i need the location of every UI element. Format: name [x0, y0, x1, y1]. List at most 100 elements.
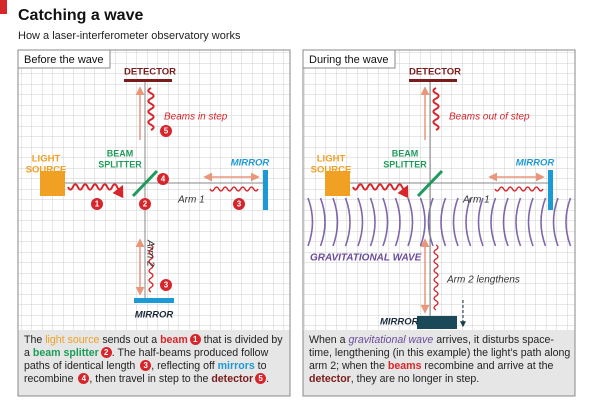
gravitational-wave-arc — [319, 197, 326, 247]
brand-tag — [0, 0, 7, 14]
gravitational-wave-arc — [357, 197, 364, 247]
gravitational-wave-arc — [382, 197, 389, 247]
caption-text: , reflecting off — [151, 360, 218, 372]
panel-label: Before the wave — [24, 54, 104, 66]
caption-text: . — [266, 373, 270, 385]
mirror-bottom-label: MIRROR — [135, 310, 174, 321]
caption-bg — [303, 330, 575, 396]
light-source — [40, 171, 65, 196]
caption-text: gravitational wave — [348, 334, 434, 346]
title: Catching a wave — [18, 7, 143, 24]
beam — [433, 244, 439, 311]
gravitational-wave-arc — [427, 197, 434, 247]
light-source-label: SOURCE — [311, 165, 352, 176]
badge-number: 1 — [95, 200, 100, 209]
mirror-bottom — [134, 298, 174, 303]
beam — [209, 186, 259, 192]
beam-splitter-label: SPLITTER — [383, 159, 427, 169]
gravitational-wave-arc — [407, 197, 414, 247]
beam-splitter-label: BEAM — [107, 148, 134, 158]
caption-badge: 2 — [100, 347, 112, 358]
mirror-bottom — [417, 316, 457, 329]
gravitational-wave-arc — [515, 197, 522, 247]
mirror-right-label: MIRROR — [516, 158, 555, 169]
badge — [160, 125, 172, 137]
label-box — [17, 49, 111, 69]
caption-text: that is divided by a — [24, 334, 283, 359]
caption: When a gravitational wave arrives, it di… — [309, 334, 571, 394]
caption-badge: 1 — [189, 334, 201, 345]
badge-number: 4 — [161, 175, 166, 184]
panel-label: During the wave — [309, 54, 389, 66]
beam — [67, 183, 124, 199]
arm1-label: Arm 1 — [177, 195, 205, 206]
arm2-label: Arm 2 lengthens — [446, 275, 520, 286]
subtitle: How a laser-interferometer observatory w… — [18, 30, 241, 42]
gravitational-wave-arc — [332, 197, 339, 247]
badge-number: 2 — [143, 200, 148, 209]
gravitational-wave-arc — [502, 197, 509, 247]
beam — [148, 244, 154, 293]
beam-splitter-label: SPLITTER — [98, 159, 142, 169]
caption-text: . The half-beams produced follow paths o… — [24, 347, 269, 372]
detector — [124, 79, 172, 82]
gravitational-wave-arc — [527, 197, 534, 247]
gravitational-wave-arc — [490, 197, 497, 247]
gravitational-wave-arc — [344, 197, 351, 247]
badge-number: 3 — [164, 281, 169, 290]
beam-splitter — [416, 169, 444, 198]
caption-text: When a — [309, 334, 349, 346]
arm2-label: Arm 2 — [144, 239, 155, 267]
caption-text: sends out a — [99, 334, 161, 346]
gravitational-wave-arc — [477, 197, 484, 247]
beam — [432, 87, 440, 131]
mirror-right-label: MIRROR — [231, 158, 270, 169]
mirror-bottom-label: MIRROR — [380, 317, 419, 328]
light-source-label: LIGHT — [32, 154, 61, 165]
beam-note: Beams in step — [164, 112, 228, 123]
badge-number: 5 — [164, 127, 169, 136]
gravitational-wave-arc — [440, 197, 447, 247]
light-source-label: LIGHT — [317, 154, 346, 165]
badge-number: 3 — [237, 200, 242, 209]
caption-text: beams — [387, 360, 422, 372]
gravitational-wave-arc — [307, 197, 314, 247]
caption-text: The — [24, 334, 46, 346]
detector-label: DETECTOR — [409, 67, 461, 78]
caption-text: to recombine — [24, 360, 267, 385]
wave-label: GRAVITATIONAL WAVE — [310, 253, 422, 264]
panel-border — [302, 49, 576, 397]
caption-badge: 4 — [78, 373, 90, 384]
light-source-label: SOURCE — [26, 165, 67, 176]
mirror-right — [548, 170, 553, 210]
badge — [160, 279, 172, 291]
caption-text: , then travel in step to the — [89, 373, 212, 385]
gravitational-wave-arc — [565, 197, 572, 247]
gravitational-wave-arc — [394, 197, 401, 247]
label-box — [302, 49, 396, 69]
mirror-right — [263, 170, 268, 210]
gravitational-wave-arc — [552, 197, 559, 247]
caption: The light source sends out a beam 1 that … — [24, 334, 286, 394]
caption-badge: 5 — [255, 373, 267, 384]
caption-badge: 3 — [140, 360, 152, 371]
gravitational-wave-arc — [369, 197, 376, 247]
badge — [233, 198, 245, 210]
beam-splitter-label: BEAM — [392, 148, 419, 158]
caption-text: detector — [309, 373, 351, 385]
caption-text: recombine and arrive at the — [421, 360, 554, 372]
gravitational-wave-arc — [465, 197, 472, 247]
caption-text: beam — [160, 334, 188, 346]
badge — [157, 173, 169, 185]
caption-text: beam splitter — [32, 347, 99, 359]
panel-border — [17, 49, 291, 397]
caption-text: mirrors — [217, 360, 255, 372]
caption-text: detector — [211, 373, 254, 385]
caption-bg — [18, 330, 290, 396]
beam — [147, 87, 155, 131]
beam — [494, 186, 544, 192]
